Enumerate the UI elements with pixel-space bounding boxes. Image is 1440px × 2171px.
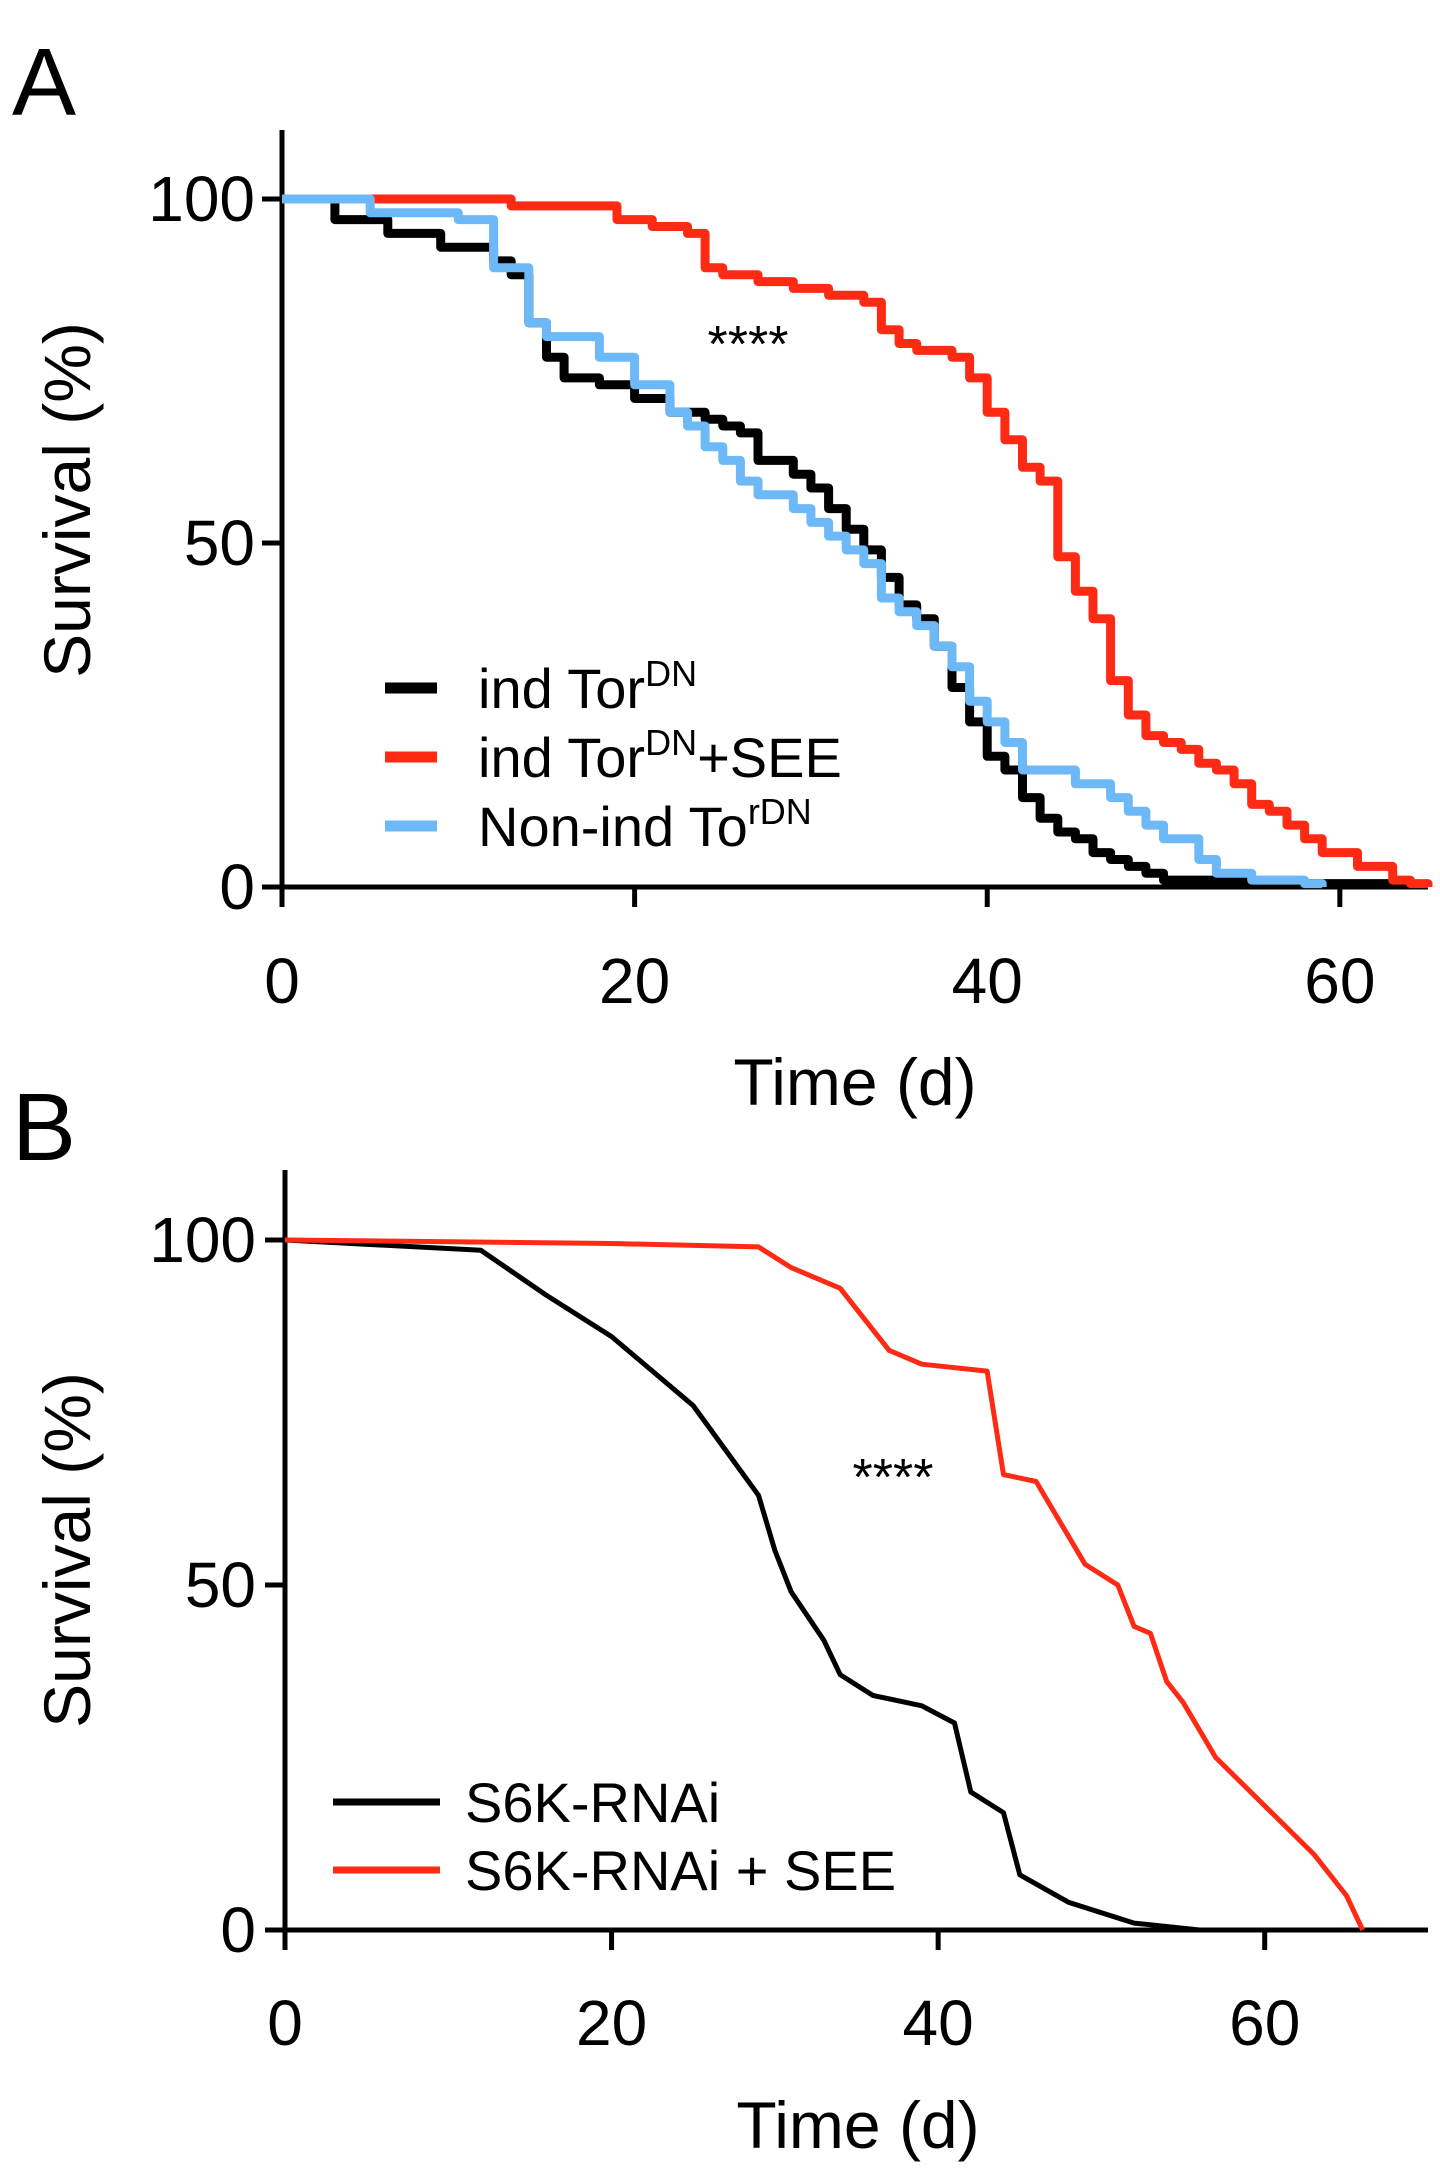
series-line-0	[284, 1237, 1200, 1933]
panel-a-chart: 0 20 40 60 0 50 100 Time (d) Survival (%) **** ind…	[30, 130, 1433, 1119]
x-tick-label: 20	[599, 945, 670, 1017]
x-tick-label: 0	[264, 945, 300, 1017]
legend-label-superscript: DN	[645, 653, 697, 694]
y-tick-label: 0	[220, 1894, 256, 1966]
legend-label-suffix: +SEE	[697, 726, 842, 789]
y-axis-title: Survival (%)	[30, 1372, 104, 1728]
x-tick-label: 20	[576, 1987, 647, 2059]
legend-label-superscript: rDN	[748, 791, 812, 832]
significance-annotation: ****	[853, 1449, 934, 1507]
series-line-1	[284, 1237, 1365, 1932]
x-tick-label: 40	[952, 945, 1023, 1017]
x-tick-label: 40	[903, 1987, 974, 2059]
y-axis-title: Survival (%)	[30, 322, 104, 678]
x-tick-label: 60	[1304, 945, 1375, 1017]
legend-label-0: ind TorDN	[478, 653, 697, 720]
legend-label-base: Non-ind To	[478, 795, 748, 858]
legend-label-1: S6K-RNAi + SEE	[465, 1839, 896, 1902]
legend-label-base: ind Tor	[478, 657, 645, 720]
series-line-1	[282, 194, 1433, 889]
y-tick-label: 50	[184, 507, 255, 579]
panel-label-a: A	[12, 29, 76, 136]
legend-label-2: Non-ind TorDN	[478, 791, 812, 858]
legend-label-0: S6K-RNAi	[465, 1771, 720, 1834]
significance-annotation: ****	[708, 316, 789, 374]
x-tick-label: 60	[1229, 1987, 1300, 2059]
y-tick-label: 0	[219, 851, 255, 923]
panel-label-b: B	[12, 1074, 76, 1181]
series-line-2	[282, 194, 1327, 889]
y-tick-label: 100	[149, 1204, 256, 1276]
x-axis-title: Time (d)	[733, 1045, 976, 1119]
legend-label-base: ind Tor	[478, 726, 645, 789]
x-axis-title: Time (d)	[736, 2088, 979, 2162]
panel-b-chart: 0 20 40 60 0 50 100 Time (d) Survival (%) **** S6K…	[30, 1170, 1428, 2162]
x-tick-label: 0	[267, 1987, 303, 2059]
y-tick-label: 50	[185, 1549, 256, 1621]
legend-label-1: ind TorDN+SEE	[478, 722, 842, 789]
y-tick-label: 100	[148, 163, 255, 235]
legend-label-superscript: DN	[645, 722, 697, 763]
